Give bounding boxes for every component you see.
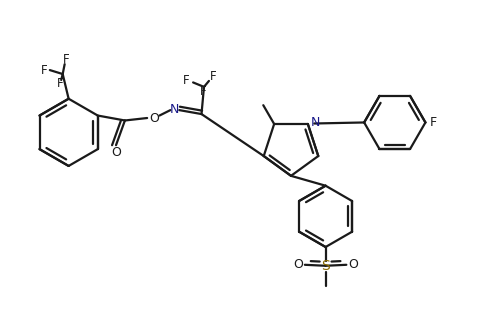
Text: N: N: [170, 103, 179, 116]
Text: F: F: [210, 70, 216, 83]
Text: F: F: [200, 85, 206, 98]
Text: O: O: [293, 258, 303, 271]
Text: F: F: [57, 77, 64, 90]
Text: F: F: [63, 53, 70, 66]
Text: S: S: [321, 259, 330, 273]
Text: F: F: [429, 116, 436, 129]
Text: O: O: [111, 145, 121, 159]
Text: O: O: [149, 111, 159, 124]
Text: N: N: [311, 117, 320, 130]
Text: O: O: [348, 258, 358, 271]
Text: F: F: [183, 75, 190, 87]
Text: F: F: [41, 64, 47, 76]
